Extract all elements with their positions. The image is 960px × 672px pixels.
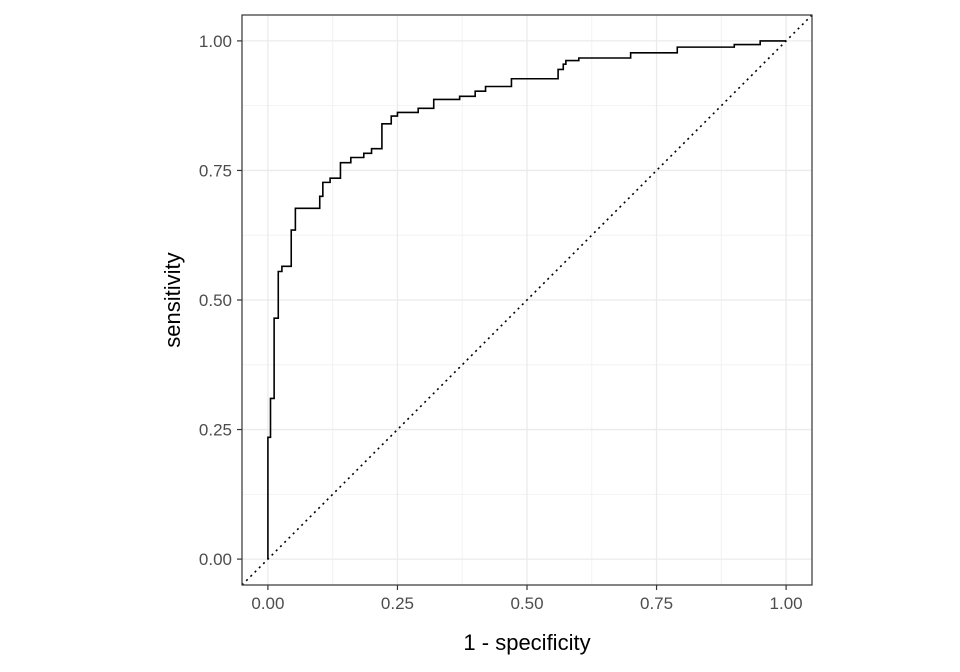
x-tick-label: 0.00 <box>251 594 284 613</box>
y-tick-label: 0.00 <box>199 550 232 569</box>
reference-diagonal-line <box>241 14 813 586</box>
x-tick-label: 0.50 <box>510 594 543 613</box>
major-grid <box>242 15 812 585</box>
x-tick-label: 0.25 <box>381 594 414 613</box>
x-tick-label: 1.00 <box>770 594 803 613</box>
y-axis-title: sensitivity <box>160 252 185 347</box>
x-tick-label: 0.75 <box>640 594 673 613</box>
y-tick-label: 0.75 <box>199 161 232 180</box>
y-axis-ticks: 0.00 0.25 0.50 0.75 1.00 <box>199 32 242 569</box>
y-tick-label: 0.50 <box>199 291 232 310</box>
y-tick-label: 0.25 <box>199 421 232 440</box>
y-tick-label: 1.00 <box>199 32 232 51</box>
roc-curve-line <box>267 40 787 560</box>
x-axis-ticks: 0.00 0.25 0.50 0.75 1.00 <box>251 585 803 613</box>
x-axis-title: 1 - specificity <box>463 630 590 655</box>
